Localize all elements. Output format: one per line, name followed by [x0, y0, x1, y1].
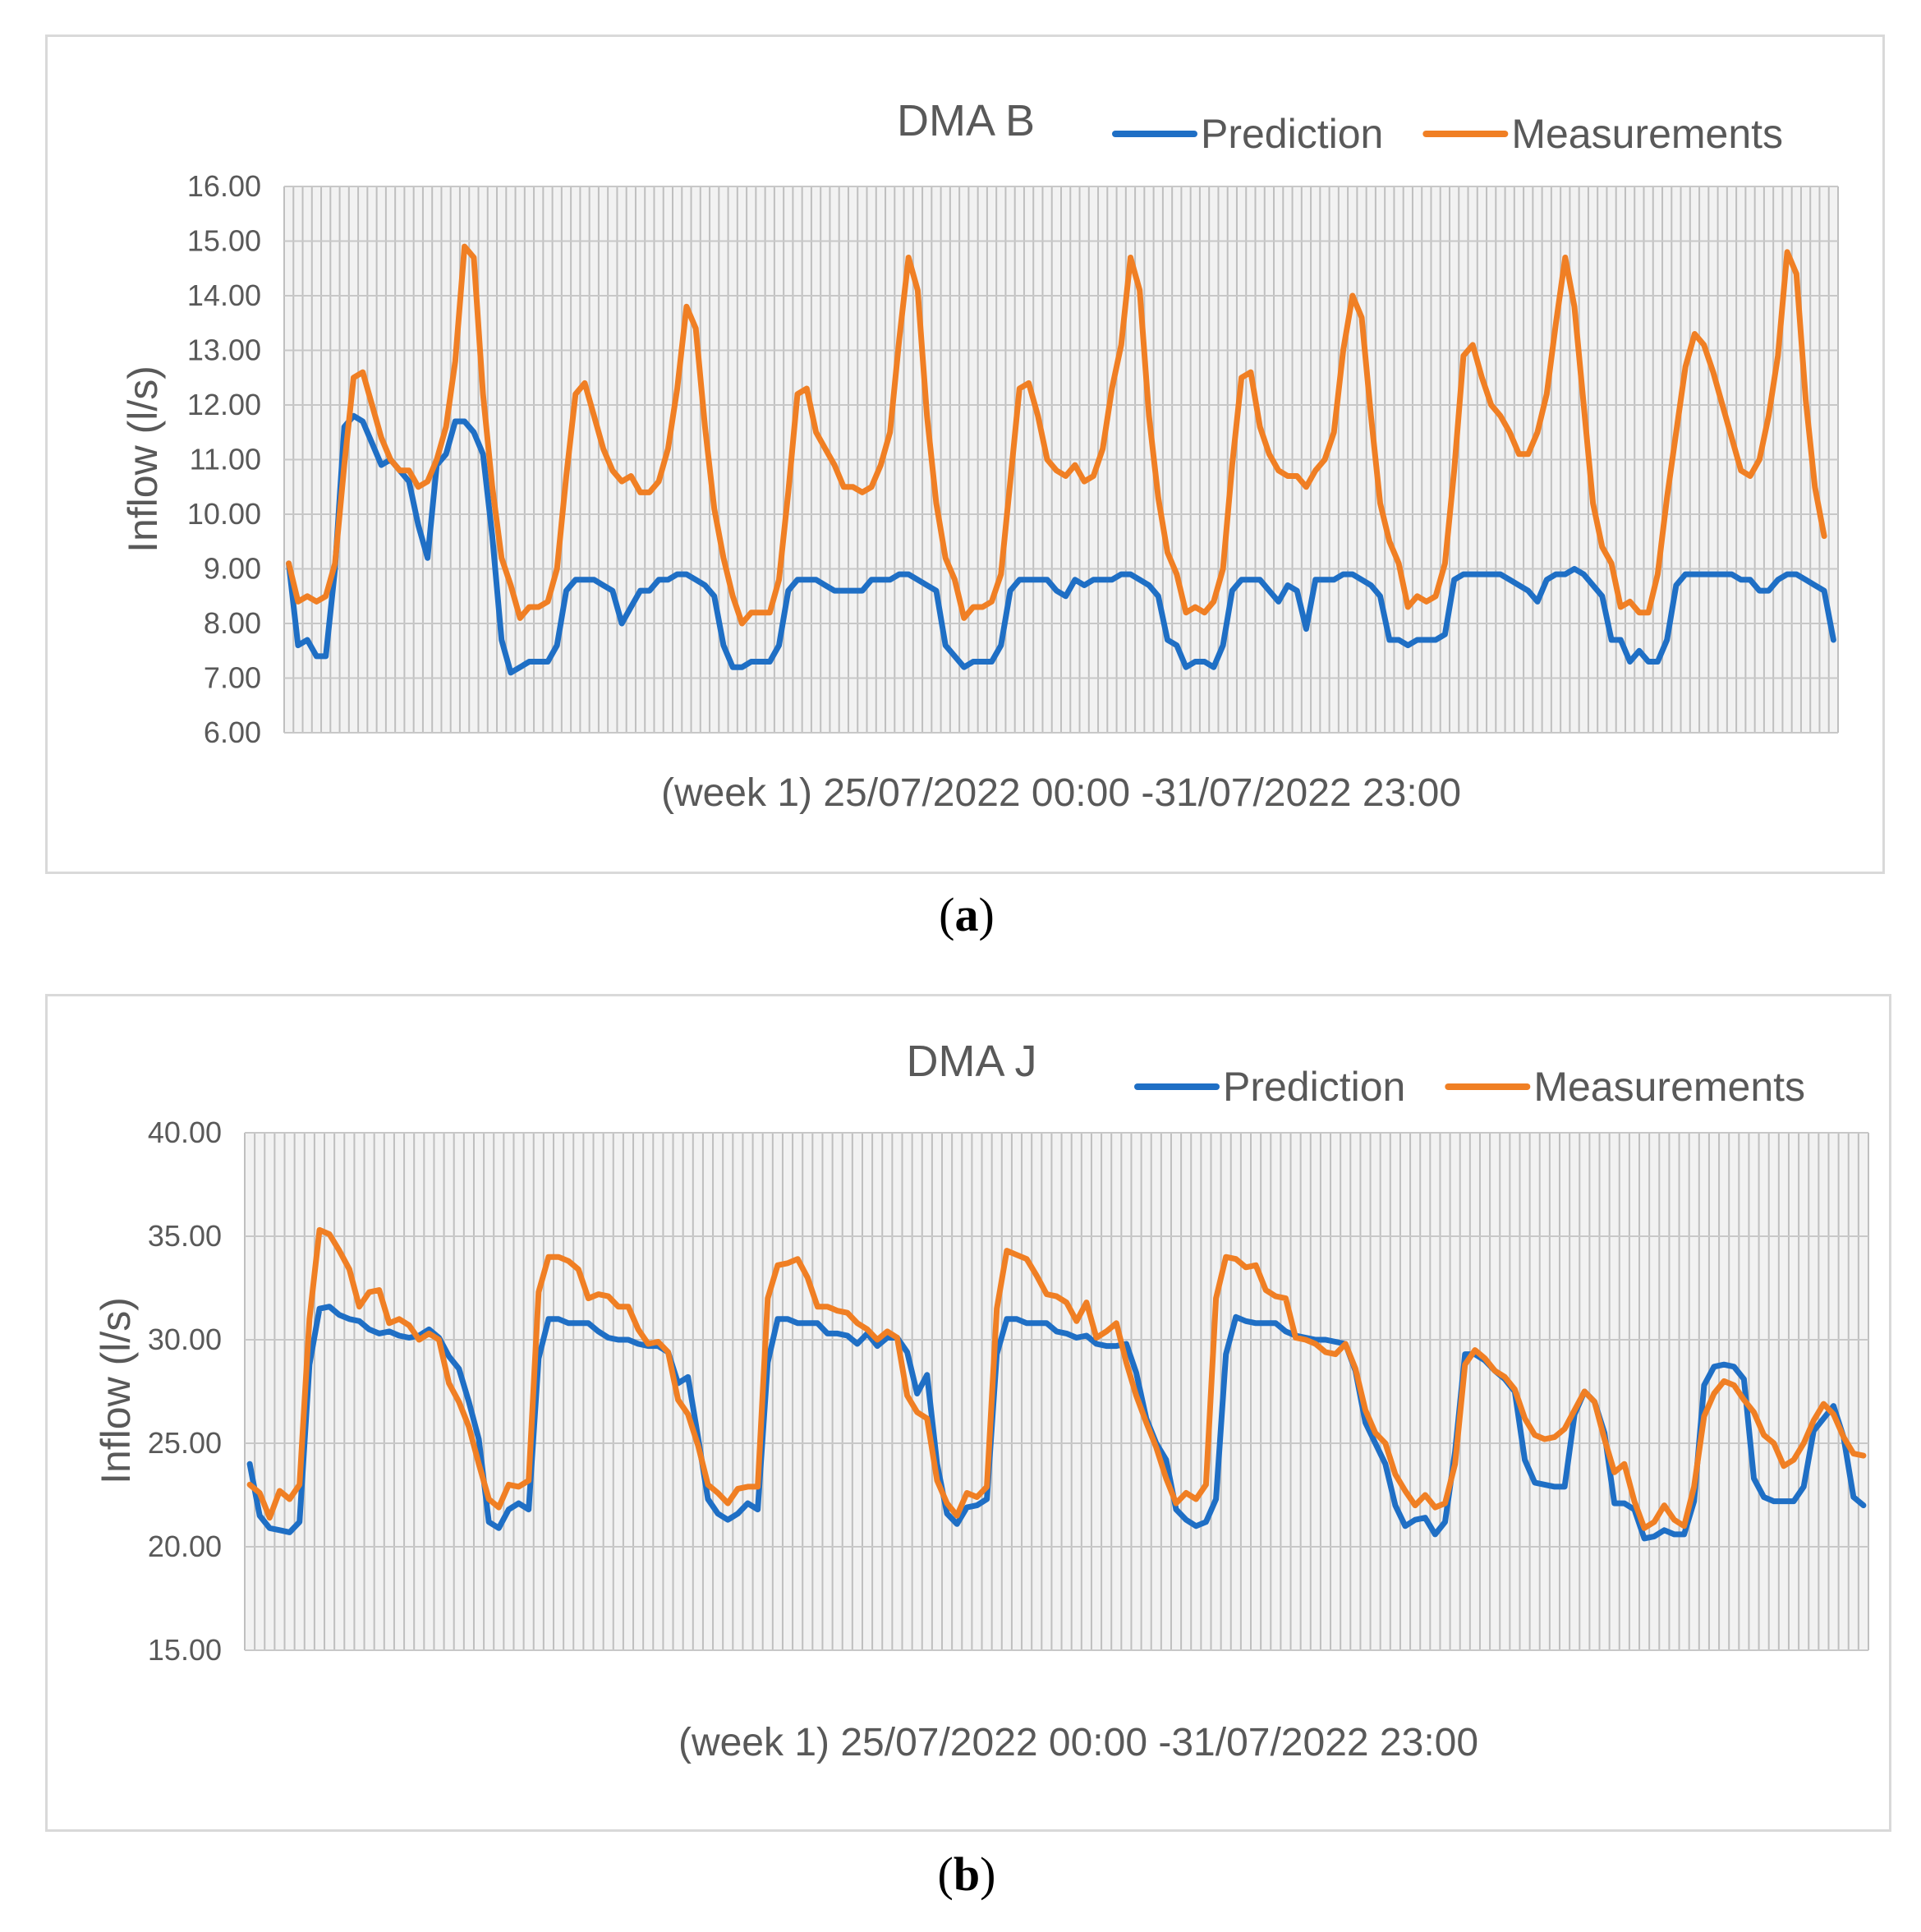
series-line-measurements: [286, 243, 1827, 627]
y-tick-label: 14.00: [187, 278, 261, 312]
y-tick-label: 35.00: [148, 1219, 222, 1253]
legend-label-prediction: Prediction: [1223, 1064, 1405, 1110]
y-tick-label: 12.00: [187, 388, 261, 421]
y-tick-label: 7.00: [204, 661, 261, 695]
chart-title: DMA J: [906, 1037, 1036, 1086]
chart-svg-b: 15.00 20.00 25.00 30.00 35.00 40.00 DMA J Inflo…: [93, 1037, 1869, 1764]
x-axis-label: (week 1) 25/07/2022 00:00 -31/07/2022 23…: [678, 1721, 1478, 1764]
series-line-prediction: [286, 412, 1836, 676]
y-tick-label: 15.00: [148, 1633, 222, 1667]
y-tick-label: 20.00: [148, 1530, 222, 1563]
caption-b-letter: b: [953, 1847, 981, 1901]
caption-a-letter: a: [954, 888, 979, 941]
y-tick-label: 16.00: [187, 169, 261, 203]
chart-svg-a: 6.00 7.00 8.00 9.00 10.00 11.00 12.00 13.00 14.0…: [120, 96, 1839, 815]
plot-area: [245, 1133, 1868, 1650]
y-tick-label: 8.00: [204, 606, 261, 640]
chart-panel-b: 15.00 20.00 25.00 30.00 35.00 40.00 DMA J Inflo…: [45, 994, 1891, 1832]
legend-label-prediction: Prediction: [1201, 111, 1383, 157]
y-tick-label: 6.00: [204, 715, 261, 749]
y-tick-label: 25.00: [148, 1426, 222, 1460]
legend-label-measurements: Measurements: [1511, 111, 1783, 157]
y-tick-label: 40.00: [148, 1116, 222, 1149]
y-tick-label: 11.00: [190, 443, 261, 476]
y-tick-label: 15.00: [187, 224, 261, 258]
y-tick-label: 9.00: [204, 552, 261, 586]
y-axis-label: Inflow (l/s): [120, 366, 166, 553]
y-tick-label: 10.00: [187, 497, 261, 531]
y-tick-label: 13.00: [187, 334, 261, 367]
caption-a: (a): [939, 888, 995, 941]
chart-panel-a: 6.00 7.00 8.00 9.00 10.00 11.00 12.00 13.00 14.0…: [45, 34, 1885, 874]
legend-label-measurements: Measurements: [1533, 1064, 1805, 1110]
y-axis-label: Inflow (l/s): [93, 1297, 139, 1484]
x-axis-label: (week 1) 25/07/2022 00:00 -31/07/2022 23…: [661, 771, 1461, 815]
chart-title: DMA B: [897, 96, 1035, 145]
y-tick-label: 30.00: [148, 1322, 222, 1356]
caption-b: (b): [937, 1847, 996, 1901]
series-line-measurements: [246, 1226, 1867, 1531]
